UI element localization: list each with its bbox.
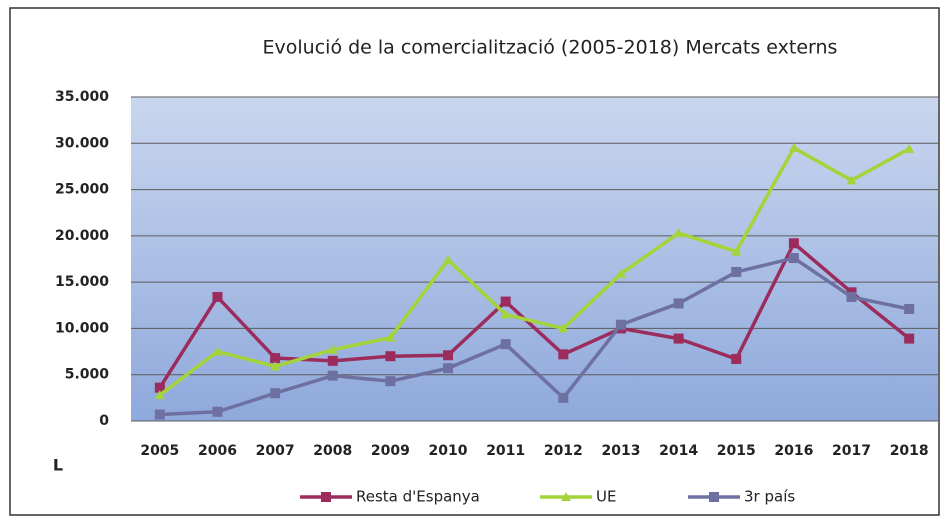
y-tick-label: 35.000 [55, 89, 109, 105]
x-tick-label: 2013 [601, 443, 640, 459]
x-tick-label: 2014 [659, 443, 698, 459]
y-tick-label: 30.000 [55, 135, 109, 151]
y-tick-label: 0 [99, 413, 109, 429]
x-tick-label: 2015 [717, 443, 756, 459]
series-line [158, 146, 911, 397]
x-tick-label: 2007 [256, 443, 295, 459]
marker [558, 349, 569, 360]
legend-label: UE [596, 488, 616, 506]
marker [154, 382, 165, 393]
marker [321, 492, 331, 502]
marker [443, 363, 454, 374]
marker [385, 351, 396, 362]
marker [154, 409, 165, 420]
y-tick-label: 5.000 [65, 367, 110, 383]
marker [731, 266, 742, 277]
marker [731, 353, 742, 364]
x-tick-label: 2016 [774, 443, 813, 459]
x-tick-label: 2009 [371, 443, 410, 459]
marker [443, 350, 454, 361]
marker [500, 309, 511, 319]
marker [904, 333, 915, 344]
marker [327, 344, 338, 354]
x-tick-label: 2005 [140, 443, 179, 459]
marker [327, 370, 338, 381]
marker [731, 246, 742, 256]
plot-area [131, 97, 938, 421]
x-tick-label: 2018 [890, 443, 929, 459]
legend-label: 3r país [744, 488, 795, 506]
marker [500, 296, 511, 307]
marker [500, 339, 511, 350]
marker [270, 353, 281, 364]
y-tick-label: 15.000 [55, 274, 109, 290]
marker [558, 392, 569, 403]
marker [673, 298, 684, 309]
chart-title: Evolució de la comercialització (2005-20… [263, 37, 838, 59]
marker [673, 333, 684, 344]
marker [212, 406, 223, 417]
marker [385, 376, 396, 387]
marker [788, 238, 799, 249]
marker [615, 319, 626, 330]
marker [443, 254, 454, 264]
x-tick-label: 2011 [486, 443, 525, 459]
y-tick-label: 25.000 [55, 182, 109, 198]
annotation: L [53, 456, 63, 475]
x-tick-label: 2017 [832, 443, 871, 459]
x-tick-label: 2012 [544, 443, 583, 459]
marker [904, 303, 915, 314]
x-tick-label: 2006 [198, 443, 237, 459]
marker [904, 143, 915, 153]
series-line [159, 256, 910, 417]
legend-label: Resta d'Espanya [356, 488, 480, 506]
x-tick-label: 2008 [313, 443, 352, 459]
marker [561, 492, 571, 501]
marker [270, 361, 281, 371]
marker [615, 268, 626, 278]
marker [846, 291, 857, 302]
marker [709, 492, 719, 502]
y-tick-label: 20.000 [55, 228, 109, 244]
marker [788, 253, 799, 264]
marker [270, 388, 281, 399]
marker [385, 332, 396, 342]
series-line [158, 241, 911, 389]
marker [212, 291, 223, 302]
y-tick-label: 10.000 [55, 320, 109, 336]
marker [788, 142, 799, 152]
marker [558, 323, 569, 333]
marker [673, 228, 684, 238]
marker [154, 390, 165, 400]
marker [212, 346, 223, 356]
marker [846, 175, 857, 185]
x-tick-label: 2010 [429, 443, 468, 459]
marker [327, 355, 338, 366]
